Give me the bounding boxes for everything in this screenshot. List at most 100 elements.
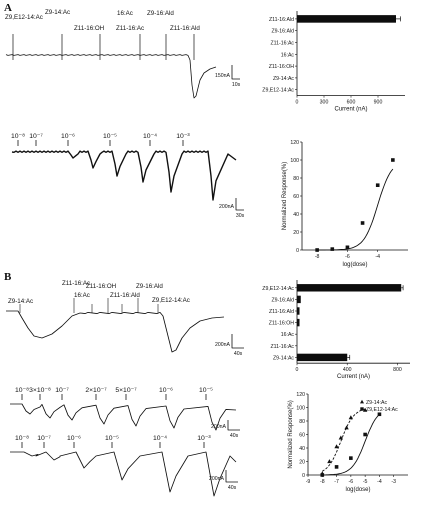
panel-b-dose-chart-series-2-point-5: [377, 412, 382, 417]
panel-b-dose-chart-y-tick-label-7: 120: [296, 392, 305, 398]
panel-b-dose2-label-1: 10⁻⁸: [15, 435, 29, 442]
panel-a-dose-chart-series-1-point-6: [391, 158, 395, 162]
panel-b-dose1-label-6: 10⁻⁶: [159, 387, 173, 394]
panel-b-bar-chart-bar-1: [297, 284, 402, 292]
panel-a-dose-chart-series-1-point-2: [330, 247, 335, 251]
panel-b-dose-chart-series-1-point-4: [338, 435, 344, 440]
panel-a-dose-scale-bar: [235, 198, 244, 211]
panel-b-bar-chart-category-label-6: Z11-16:Ac: [270, 344, 294, 350]
panel-b-bar-chart-bar-4: [297, 318, 300, 327]
panel-b-dose-chart-y-tick-label-1: 0: [302, 473, 305, 479]
panel-b-dose-chart-series-1-point-6: [348, 415, 354, 420]
panel-b-bar-chart-x-tick-label-3: 800: [393, 367, 402, 373]
panel-a-dose-scale-amplitude: 200nA: [219, 204, 235, 210]
panel-a-dose-chart-x-label: log(dose): [342, 262, 367, 268]
panel-b-dose-chart-series-1-point-3: [334, 444, 339, 449]
panel-b-dose-chart-y-tick-label-6: 100: [296, 406, 305, 412]
panel-a-bar-chart-category-label-3: Z11-16:Ac: [270, 41, 294, 47]
panel-a-dose-label-1: 10⁻⁸: [11, 133, 25, 140]
panel-a-bar-chart-x-tick-label-4: 900: [374, 100, 383, 106]
panel-b-bar-chart-bar-3: [297, 307, 300, 315]
panel-a-bar-chart-category-label-6: Z9-14:Ac: [273, 76, 294, 82]
panel-a-dose-chart-series-1-point-5: [375, 183, 380, 187]
panel-b-dose-chart-y-tick-label-2: 20: [299, 460, 305, 466]
panel-a-dose-chart-y-tick-label-7: 120: [290, 140, 299, 146]
panel-a-bar-chart-category-label-1: Z11-16:Ald: [269, 17, 294, 23]
panel-a-dose-label-3: 10⁻⁶: [61, 133, 75, 140]
panel-b-trace-label-2: Z11-16:Ac: [62, 280, 90, 287]
panel-a-dose-label-6: 10⁻³: [176, 133, 190, 140]
panel-a-dose-chart-series-1-point-1: [315, 248, 319, 252]
panel-a-dose-label-5: 10⁻⁴: [143, 133, 157, 140]
panel-a-dose-chart-x-tick-label-3: -4: [375, 254, 380, 260]
panel-a-dose-trace: [11, 150, 237, 201]
panel-a-label: A: [4, 2, 12, 14]
panel-b-dose1-trace: [10, 403, 237, 431]
panel-b-trace-scale-amplitude: 200nA: [215, 342, 231, 348]
panel-a-trace-scale-amplitude: 150nA: [215, 73, 231, 79]
panel-a-trace-label-5: Z11-16:Ac: [116, 25, 144, 32]
panel-b-dose2-label-6: 10⁻³: [197, 435, 211, 442]
panel-b-trace-scale-time: 40s: [234, 351, 243, 357]
panel-a-trace-label-3: Z11-16:OH: [74, 25, 104, 32]
panel-b-dose-chart-y-tick-label-3: 40: [299, 446, 305, 452]
panel-b-dose-chart-y-label: Normalized Response(%): [288, 400, 294, 468]
panel-b-dose-chart-series-1-point-2: [327, 459, 332, 464]
panel-b-bar-chart-x-tick-label-1: 0: [296, 367, 299, 373]
panel-b-dose-chart-legend-marker-2: [360, 407, 364, 411]
panel-a-trace-label-6: Z9-16:Ald: [147, 10, 174, 17]
panel-a-trace: [5, 54, 217, 99]
panel-b-dose-chart-series-2-point-2: [334, 465, 339, 469]
panel-a-trace-label-2: Z9-14:Ac: [45, 9, 70, 16]
panel-b-dose-chart-series-2-curve: [322, 413, 380, 476]
panel-a-trace-scale-bar: [231, 65, 240, 80]
panel-b-trace-label-1: Z9-14:Ac: [8, 298, 33, 305]
panel-a-bar-chart-category-label-5: Z11-16:OH: [269, 64, 295, 70]
panel-b-trace-label-4: Z11-16:OH: [86, 283, 116, 290]
panel-a-dose-chart-y-tick-label-3: 40: [293, 212, 299, 218]
panel-a-dose-chart-series-1-point-4: [360, 221, 365, 225]
panel-b-bar-chart-category-label-2: Z9-16:Ald: [272, 297, 295, 303]
panel-b-dose1-label-4: 2×10⁻⁷: [85, 387, 107, 394]
panel-b-dose2-label-5: 10⁻⁴: [153, 435, 167, 442]
panel-b-trace-label-3: 16:Ac: [74, 292, 90, 299]
panel-b-dose-chart-series-2-point-1: [320, 473, 325, 477]
panel-b-dose1-scale-amplitude: 200nA: [211, 424, 227, 430]
panel-b-bar-chart-x-label: Current (nA): [337, 374, 370, 380]
panel-b-bar-chart-category-label-5: 16:Ac: [281, 332, 295, 338]
panel-a-bar-chart-category-label-2: Z9-16:Ald: [272, 29, 295, 35]
panel-b-bar-chart-x-tick-label-2: 400: [343, 367, 352, 373]
panel-b-dose2-scale-bar: [225, 470, 238, 483]
panel-a-trace-scale-time: 10s: [232, 82, 241, 88]
panel-b-dose1-scale-bar: [227, 420, 240, 431]
panel-b-dose-chart-x-tick-label-3: -7: [334, 479, 339, 485]
panel-b-dose-chart-series-2-point-4: [363, 432, 367, 437]
panel-a-dose-chart-y-tick-label-6: 100: [290, 158, 299, 164]
panel-a-bar-chart-category-label-4: 16:Ac: [281, 52, 295, 58]
panel-b-dose-chart-legend-label-2: Z9,E12-14:Ac: [366, 407, 398, 413]
panel-b-bar-chart-category-label-3: Z11-16:Ald: [269, 309, 294, 315]
panel-b-dose-chart-x-tick-label-2: -8: [320, 479, 325, 485]
panel-b-dose-chart-x-label: log(dose): [345, 487, 370, 493]
panel-b-dose-chart-series-1-point-7: [362, 407, 368, 412]
panel-a-bar-chart-x-tick-label-2: 300: [320, 100, 329, 106]
panel-a-dose-chart-series-1-point-3: [345, 245, 350, 250]
panel-b-dose-chart-x-tick-label-7: -3: [391, 479, 396, 485]
panel-a-bar-chart-x-tick-label-3: 600: [347, 100, 356, 106]
panel-b-dose-chart-y-tick-label-5: 80: [299, 419, 305, 425]
panel-a-bar-chart-x-tick-label-1: 0: [296, 100, 299, 106]
panel-b-dose2-trace: [10, 451, 237, 497]
panel-b-dose2-label-3: 10⁻⁶: [67, 435, 81, 442]
panel-b-dose-chart-y-tick-label-4: 60: [299, 433, 305, 439]
panel-b-dose2-scale-amplitude: 200nA: [209, 476, 225, 482]
panel-b-bar-chart-category-label-4: Z11-16:OH: [269, 321, 295, 327]
panel-a-dose-label-4: 10⁻⁵: [103, 133, 117, 140]
panel-b-dose-chart-series-1-point-5: [344, 425, 349, 430]
panel-b-trace-label-7: Z9,E12-14:Ac: [152, 297, 190, 304]
panel-b-dose-chart-x-tick-label-6: -4: [377, 479, 382, 485]
panel-a-dose-chart-y-tick-label-4: 60: [293, 194, 299, 200]
panel-b-dose1-label-2: 3×10⁻⁸: [29, 387, 51, 394]
panel-a-trace-label-4: 16:Ac: [117, 10, 133, 17]
panel-b-dose1-label-3: 10⁻⁷: [55, 387, 69, 394]
